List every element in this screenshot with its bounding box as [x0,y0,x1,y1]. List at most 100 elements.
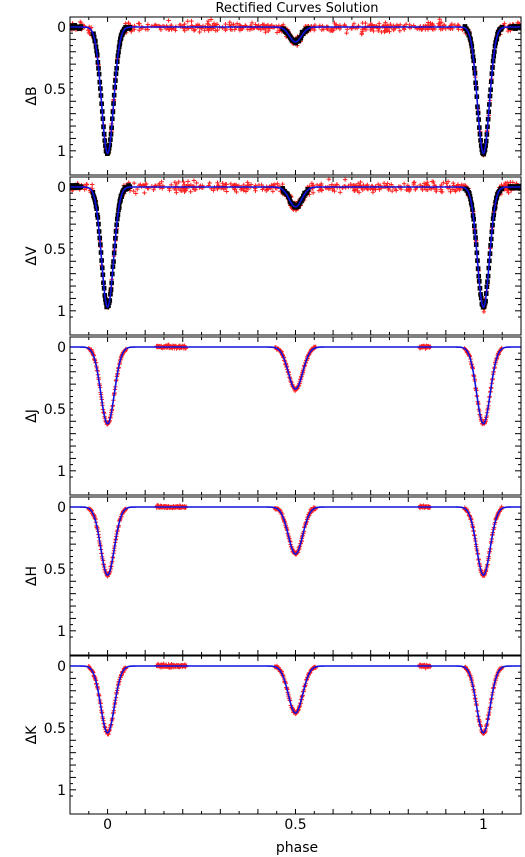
data-point-cross [191,178,197,183]
data-point-cross [448,189,453,194]
data-point-cross [445,179,451,184]
data-point-cross [368,27,373,33]
panel-data [70,17,521,158]
data-point-cross [133,191,139,196]
data-point-cross [172,179,178,185]
data-point-cross [264,188,269,193]
x-tick-label: 0.5 [284,817,306,833]
data-point-cross [455,182,461,187]
data-point-cross [86,28,91,33]
data-point-cross [206,18,211,24]
y-tick-label: 0.5 [44,721,66,737]
panel-data [70,177,521,315]
panel-0: 0 0.5 1 ΔB [24,16,522,176]
data-point-cross [188,189,193,194]
data-point-square [518,25,521,31]
data-point-cross [329,182,335,187]
data-point-cross [385,181,390,186]
panel-2: 0 0.5 1 ΔJ [24,336,522,496]
y-tick-label: 0 [57,340,66,356]
data-point-square [481,151,487,157]
y-axis-label: ΔJ [24,409,40,423]
data-point-cross [228,181,234,187]
model-curve [70,665,521,734]
data-point-cross [331,28,336,33]
data-point-cross [197,29,202,35]
data-point-cross [326,177,332,182]
data-point-cross [389,188,395,194]
x-tick-label: 0 [103,817,112,833]
y-tick-label: 0.5 [44,562,66,578]
data-point-cross [359,32,364,37]
data-point-cross [430,179,435,184]
panel-frame [69,16,522,176]
data-point-cross [229,27,235,32]
data-point-cross [423,27,428,32]
data-point-cross [84,181,89,187]
data-point-cross [355,188,360,193]
data-point-cross [253,22,258,27]
data-point-cross [450,180,456,186]
data-point-cross [401,181,407,187]
data-point-cross [224,182,229,187]
data-point-cross [207,180,212,186]
data-point-cross [275,181,280,186]
y-tick-label: 0 [57,659,66,675]
data-point-cross [503,180,508,186]
model-curve [70,346,521,425]
data-point-cross [436,21,441,26]
data-point-square [280,186,285,191]
data-point-cross [515,20,521,25]
data-point-cross [412,180,417,185]
data-point-cross [419,27,424,32]
data-point-cross [211,188,216,193]
data-point-cross [430,27,436,32]
data-point-cross [413,187,418,192]
data-point-cross [502,21,507,26]
data-point-cross [389,182,394,187]
data-point-cross [274,30,280,35]
data-point-cross [185,179,191,184]
data-point-cross [437,17,442,22]
model-curve [70,26,521,155]
data-point-cross [215,180,220,185]
y-tick-label: 0 [57,20,66,36]
data-point-cross [157,181,162,186]
data-point-cross [388,22,393,27]
data-point-cross [332,20,337,26]
data-point-cross [316,188,322,193]
data-point-cross [277,28,282,34]
data-point-cross [174,190,179,195]
data-point-cross [179,188,184,193]
data-point-cross [89,182,95,187]
y-tick-label: 0.5 [44,82,66,98]
data-point-cross [338,190,343,195]
y-tick-label: 1 [57,624,66,640]
y-tick-label: 1 [57,464,66,480]
data-point-cross [189,18,194,24]
data-point-cross [397,28,403,34]
data-point-square [296,204,301,209]
y-axis-label: ΔV [24,246,40,266]
x-axis-label: phase [276,840,318,856]
data-point-cross [176,179,181,185]
data-point-cross [245,27,250,32]
data-point-cross [215,27,220,33]
y-tick-label: 1 [57,783,66,799]
data-point-cross [360,27,365,32]
y-tick-label: 0 [57,180,66,196]
data-point-cross [344,30,349,36]
data-point-cross [438,187,444,192]
panel-4: 0 0.5 1 ΔK 0 0.5 1 [24,655,522,833]
data-point-cross [280,181,285,187]
data-point-cross [151,187,156,192]
data-point-cross [202,28,207,33]
y-axis-label: ΔH [24,566,40,586]
data-point-cross [131,180,137,186]
y-axis-label: ΔK [24,725,40,745]
data-point-cross [377,187,382,192]
data-point-cross [144,181,149,187]
data-point-cross [191,28,197,33]
panel-data [70,503,521,579]
